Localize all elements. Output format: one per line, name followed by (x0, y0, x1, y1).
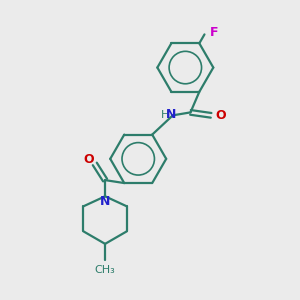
Text: N: N (166, 108, 176, 121)
Text: N: N (100, 195, 110, 208)
Text: F: F (210, 26, 218, 39)
Text: H: H (160, 110, 169, 120)
Text: O: O (215, 109, 226, 122)
Text: O: O (84, 153, 94, 166)
Text: CH₃: CH₃ (95, 266, 116, 275)
